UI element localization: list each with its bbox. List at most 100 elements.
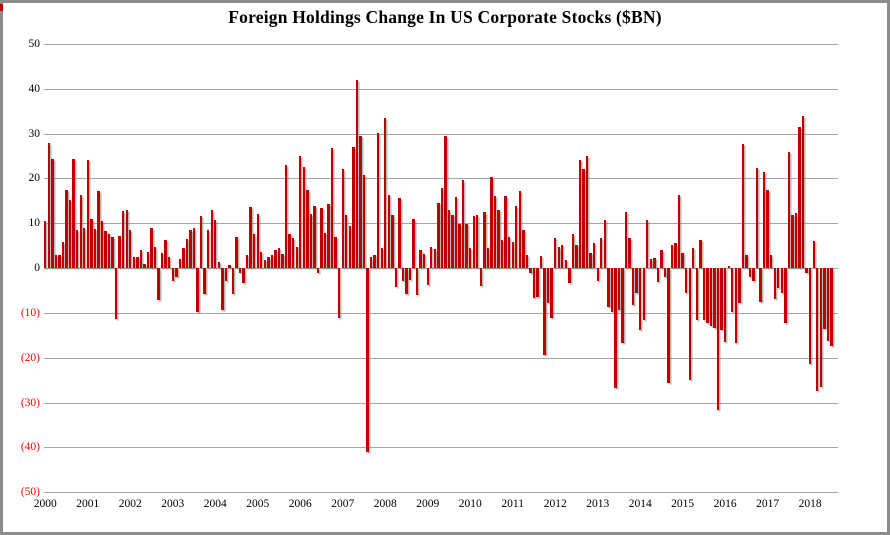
bar xyxy=(741,143,745,268)
bar xyxy=(132,257,136,268)
bar xyxy=(83,227,86,268)
bar xyxy=(422,254,426,268)
bar xyxy=(107,233,111,268)
bar xyxy=(72,159,75,268)
bar xyxy=(522,229,525,268)
bar xyxy=(306,189,309,268)
bar xyxy=(242,268,245,283)
gridline xyxy=(44,402,838,404)
bar xyxy=(338,268,341,319)
bar xyxy=(600,238,603,268)
bar xyxy=(458,224,461,268)
bar xyxy=(185,239,189,268)
bar xyxy=(352,147,355,268)
bar xyxy=(61,241,65,268)
bar xyxy=(160,253,164,268)
bar xyxy=(440,188,444,268)
bar xyxy=(249,207,252,268)
bar xyxy=(557,246,560,268)
bar xyxy=(476,215,479,268)
bar xyxy=(770,254,773,268)
bar xyxy=(93,229,97,268)
x-tick-label: 2006 xyxy=(288,498,312,510)
bar xyxy=(525,255,529,268)
bar xyxy=(529,268,532,274)
gridline xyxy=(44,312,838,314)
bar xyxy=(189,230,192,268)
bar xyxy=(111,237,114,268)
bar xyxy=(762,171,766,268)
x-tick-label: 2012 xyxy=(543,498,567,510)
bar xyxy=(472,216,475,268)
x-tick-label: 2011 xyxy=(501,498,524,510)
x-tick-label: 2010 xyxy=(458,498,482,510)
bar xyxy=(433,248,436,268)
bar xyxy=(398,198,401,268)
bar xyxy=(709,268,713,326)
bar xyxy=(681,253,684,268)
bar xyxy=(44,221,47,268)
bar xyxy=(511,241,514,268)
bar xyxy=(178,258,182,268)
bar xyxy=(663,268,667,277)
bar xyxy=(766,190,769,268)
bar xyxy=(656,268,660,283)
bar xyxy=(139,250,143,268)
bar xyxy=(614,268,617,388)
bar xyxy=(493,196,497,268)
bar xyxy=(660,250,663,268)
x-tick-label: 2000 xyxy=(33,498,57,510)
bar xyxy=(713,268,716,329)
bar xyxy=(518,190,521,268)
bar xyxy=(345,214,348,268)
bar xyxy=(192,227,196,268)
bar xyxy=(723,268,727,342)
bar xyxy=(267,256,270,268)
bar xyxy=(607,268,610,307)
bar xyxy=(596,268,599,282)
bar xyxy=(122,211,125,268)
bar xyxy=(734,268,737,343)
bar xyxy=(380,248,383,268)
bar xyxy=(97,190,100,268)
bar xyxy=(362,174,366,268)
bar xyxy=(164,240,167,268)
bar xyxy=(323,233,327,268)
bar xyxy=(68,200,72,268)
bar xyxy=(808,268,812,365)
bar xyxy=(214,220,217,268)
bar xyxy=(773,268,776,300)
bar xyxy=(366,268,369,452)
bar xyxy=(702,268,706,320)
bar xyxy=(125,209,128,268)
bar xyxy=(302,167,305,268)
bar xyxy=(334,236,337,268)
bar xyxy=(394,268,398,287)
bar xyxy=(554,238,557,268)
bar xyxy=(256,213,259,268)
bar xyxy=(182,248,185,268)
bar xyxy=(589,253,592,268)
bar xyxy=(408,268,412,281)
x-tick-label: 2007 xyxy=(331,498,355,510)
bar xyxy=(617,268,621,310)
x-tick-label: 2004 xyxy=(203,498,227,510)
x-tick-label: 2005 xyxy=(246,498,270,510)
bar xyxy=(649,258,652,268)
bar xyxy=(507,236,511,268)
x-tick-label: 2003 xyxy=(161,498,185,510)
bar xyxy=(731,268,734,312)
bar xyxy=(369,256,373,268)
gridline xyxy=(44,178,838,180)
bar xyxy=(238,268,242,274)
x-tick-label: 2009 xyxy=(416,498,440,510)
bar xyxy=(341,168,344,268)
bar xyxy=(253,233,256,268)
bar xyxy=(104,231,107,268)
bar xyxy=(203,268,206,294)
bar xyxy=(384,118,387,268)
bar xyxy=(610,268,614,312)
bar xyxy=(100,220,104,268)
bar xyxy=(136,257,139,268)
bar xyxy=(759,268,762,302)
